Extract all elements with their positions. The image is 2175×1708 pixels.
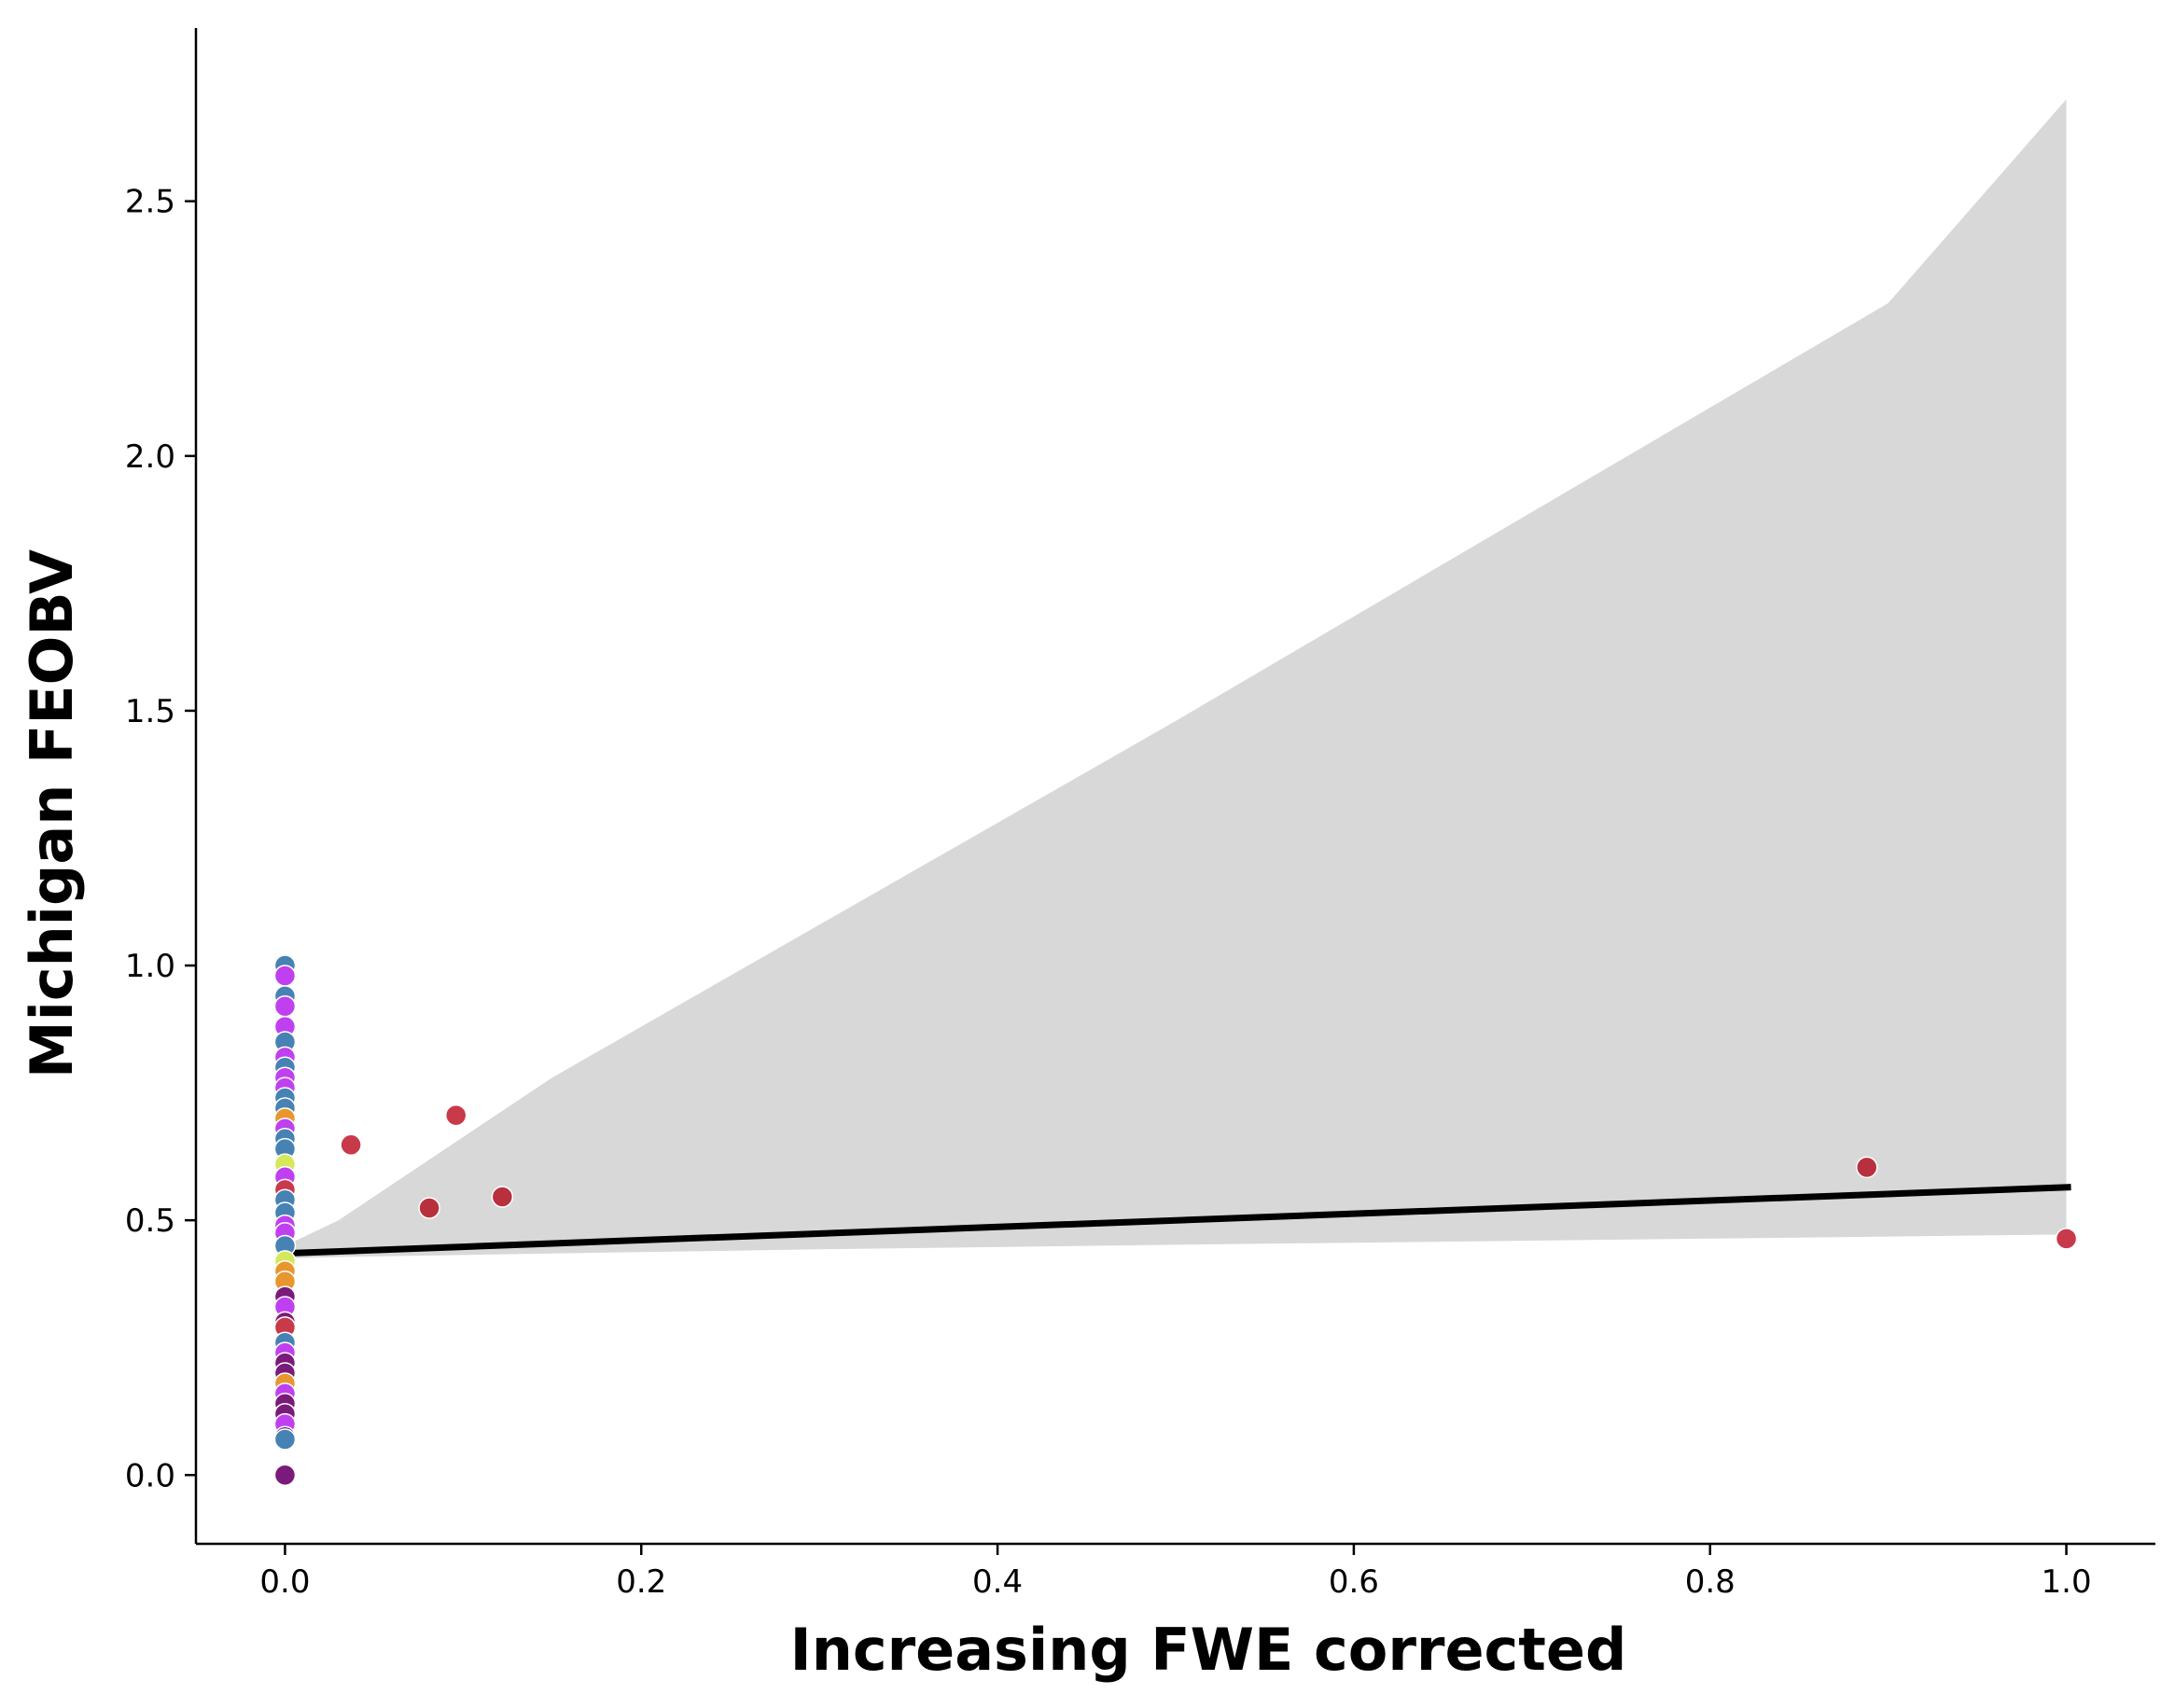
data-point (2055, 1228, 2078, 1250)
data-point (418, 1197, 440, 1219)
x-tick-label: 0.4 (972, 1563, 1023, 1601)
y-tick-label: 1.5 (125, 693, 175, 730)
y-axis-label: Michigan FEOBV (18, 549, 86, 1078)
y-tick-label: 0.0 (125, 1457, 175, 1494)
regression-line-group (285, 1184, 2071, 1257)
data-point (273, 965, 297, 987)
data-point (273, 1464, 297, 1487)
confidence-band-area (285, 99, 2067, 1259)
y-tick-label: 2.0 (125, 438, 175, 476)
data-point (491, 1186, 514, 1208)
regression-line (285, 1184, 2071, 1257)
x-tick-label: 1.0 (2042, 1563, 2092, 1601)
x-tick-label: 0.6 (1329, 1563, 1379, 1601)
y-tick-label: 1.0 (125, 948, 175, 985)
x-axis-label: Increasing FWE corrected (790, 1616, 1627, 1684)
y-tick-label: 2.5 (125, 184, 175, 221)
y-tick-label: 0.5 (125, 1202, 175, 1240)
y-axis-ticks: 0.0 0.5 1.0 1.5 2.0 2.5 (125, 184, 196, 1494)
data-point (340, 1133, 362, 1157)
x-tick-label: 0.0 (259, 1563, 310, 1601)
x-tick-label: 0.8 (1685, 1563, 1736, 1601)
data-point (444, 1104, 467, 1127)
axes (194, 28, 2155, 1546)
data-point (1855, 1156, 1878, 1179)
x-axis-ticks: 0.0 0.2 0.4 0.6 0.8 1.0 (259, 1544, 2092, 1601)
data-point (273, 1428, 297, 1451)
x-tick-label: 0.2 (616, 1563, 666, 1601)
confidence-band (285, 99, 2067, 1259)
data-point (273, 994, 297, 1018)
data-points (273, 954, 2078, 1487)
